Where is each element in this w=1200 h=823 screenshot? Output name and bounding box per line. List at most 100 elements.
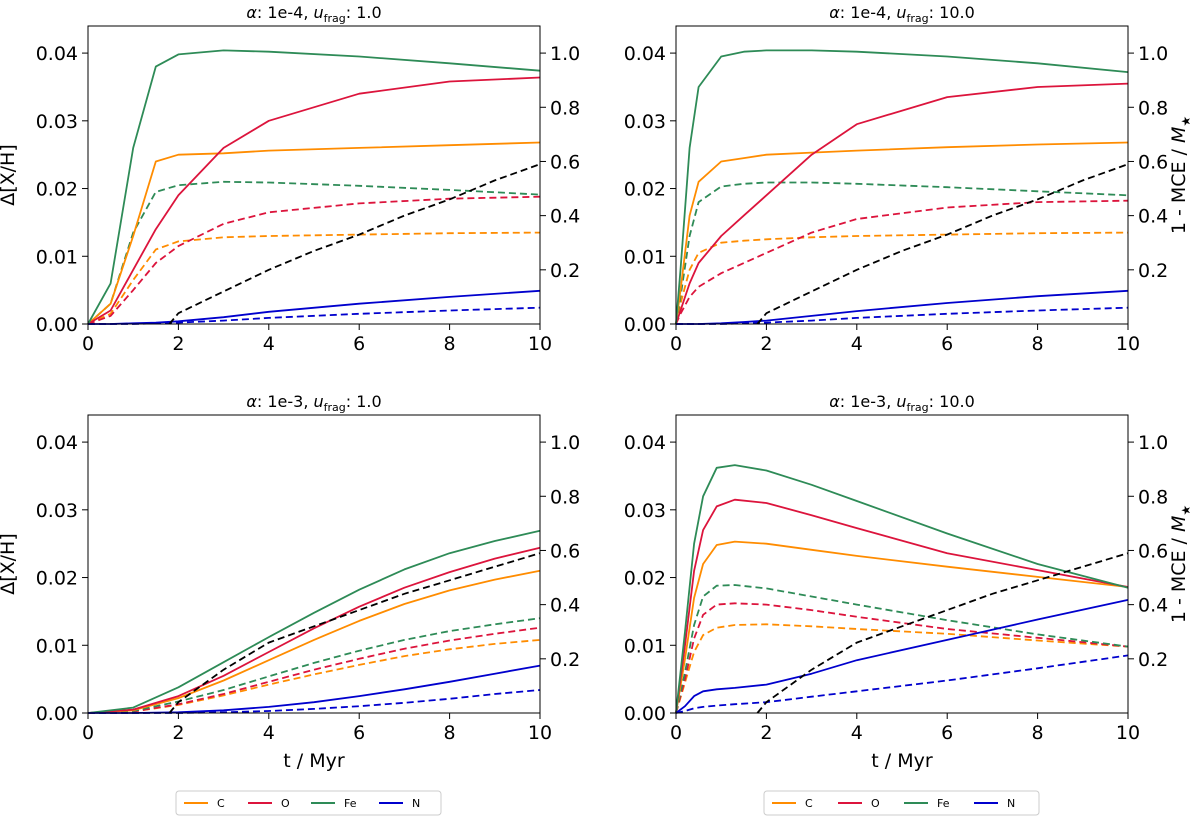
x-tick-label: 8 [1032, 722, 1044, 744]
legend-entry-o: O [248, 797, 290, 810]
x-axis-ticks: 0 2 4 6 8 10 [670, 713, 1140, 744]
svg-text:C: C [805, 797, 813, 810]
y-tick-label: 0.02 [36, 179, 78, 201]
x-tick-label: 4 [263, 333, 275, 355]
series-o-solid [675, 498, 1129, 714]
series-mce-dashed [756, 163, 1129, 325]
series-c-solid [675, 540, 1129, 714]
y-tick-label: 0.03 [624, 111, 666, 133]
y2-tick-label: 1.0 [1138, 432, 1168, 454]
x-tick-label: 6 [353, 722, 365, 744]
series-fe-dashed [87, 180, 541, 325]
series-c-dashed [675, 231, 1129, 325]
series-n-solid [88, 289, 541, 325]
x-tick-label: 4 [851, 333, 863, 355]
y-tick-label: 0.00 [624, 703, 666, 725]
legend-box [763, 790, 1040, 816]
curves [87, 529, 541, 714]
series-o-solid [87, 546, 541, 714]
y2-tick-label: 1.0 [1138, 43, 1168, 65]
y2-axis-ticks: 0.2 0.4 0.6 0.8 1.0 [1128, 432, 1168, 671]
y2-tick-label: 0.4 [550, 206, 580, 228]
svg-text:O: O [281, 797, 290, 810]
series-fe-dashed [87, 617, 541, 714]
series-c-dashed [675, 623, 1129, 714]
y2-axis-label: 1 - MCE / M★ [1168, 116, 1193, 234]
series-fe-solid [87, 49, 541, 325]
y2-tick-label: 0.2 [550, 260, 580, 282]
y2-tick-label: 0.4 [1138, 206, 1168, 228]
svg-text:N: N [412, 797, 420, 810]
series-o-solid [87, 76, 541, 325]
y-tick-label: 0.02 [624, 179, 666, 201]
y-tick-label: 0.01 [624, 635, 666, 657]
axes-frame [87, 25, 541, 325]
y-tick-label: 0.02 [36, 568, 78, 590]
legend-entry-fe: Fe [904, 797, 950, 810]
x-tick-label: 4 [263, 722, 275, 744]
x-axis-label: t / Myr [283, 750, 345, 772]
y-tick-label: 0.04 [624, 432, 666, 454]
series-fe-solid [675, 49, 1129, 325]
series-mce-dashed [168, 163, 541, 325]
y-tick-label: 0.01 [36, 635, 78, 657]
legend-right: C O Fe N [763, 790, 1040, 816]
y-axis-ticks: 0.00 0.01 0.02 0.03 0.04 [36, 43, 88, 336]
x-tick-label: 6 [353, 333, 365, 355]
panel-alpha-1e-3-ufrag-1: α: 1e-3, ufrag: 1.0 0 2 4 6 8 10 0.00 0.01 0.02… [0, 392, 580, 772]
svg-text:Fe: Fe [937, 797, 950, 810]
y2-tick-label: 0.2 [550, 649, 580, 671]
x-tick-label: 10 [1116, 333, 1140, 355]
x-axis-ticks: 0 2 4 6 8 10 [670, 324, 1140, 355]
x-tick-label: 2 [760, 333, 772, 355]
y2-axis-ticks: 0.2 0.4 0.6 0.8 1.0 [540, 43, 580, 282]
x-tick-label: 4 [851, 722, 863, 744]
panel-alpha-1e-3-ufrag-10: α: 1e-3, ufrag: 10.0 0 2 4 6 8 10 0.000.010.0… [624, 392, 1193, 772]
series-c-solid [87, 569, 541, 714]
series-o-dashed [675, 199, 1129, 325]
series-c-solid [87, 141, 541, 325]
x-tick-label: 2 [172, 722, 184, 744]
series-o-solid [675, 82, 1129, 325]
y2-tick-label: 0.4 [1138, 595, 1168, 617]
curves [675, 49, 1129, 325]
series-n-solid [676, 289, 1129, 325]
legend-entry-n: N [974, 797, 1015, 810]
series-fe-solid [675, 464, 1129, 714]
axes-frame [87, 414, 541, 714]
y2-tick-label: 0.6 [1138, 540, 1168, 562]
y2-tick-label: 0.6 [1138, 151, 1168, 173]
y2-tick-label: 0.8 [1138, 486, 1168, 508]
y2-tick-label: 0.2 [1138, 649, 1168, 671]
x-tick-label: 10 [528, 333, 552, 355]
x-tick-label: 6 [941, 333, 953, 355]
x-tick-label: 0 [670, 722, 682, 744]
series-n-dashed [88, 306, 541, 325]
y-tick-label: 0.04 [36, 432, 78, 454]
y-tick-label: 0.01 [36, 246, 78, 268]
y-axis-ticks: 0.00 0.01 0.02 0.03 0.04 [624, 43, 676, 336]
legend-box [175, 790, 442, 816]
series-c-dashed [87, 231, 541, 325]
x-axis-ticks: 0 2 4 6 8 10 [82, 324, 552, 355]
x-tick-label: 10 [1116, 722, 1140, 744]
series-fe-solid [87, 529, 541, 714]
y2-axis-ticks: 0.2 0.4 0.6 0.8 1.0 [540, 432, 580, 671]
legend-left: C O Fe N [175, 790, 442, 816]
svg-text:C: C [217, 797, 225, 810]
x-axis-ticks: 0 2 4 6 8 10 [82, 713, 552, 744]
legend-entry-c: C [772, 797, 813, 810]
panel-title: α: 1e-3, ufrag: 1.0 [246, 392, 381, 414]
y-axis-label: Δ[X/H] [0, 144, 19, 206]
legend-entry-n: N [379, 797, 420, 810]
y-tick-label: 0.03 [36, 500, 78, 522]
x-tick-label: 0 [82, 722, 94, 744]
series-o-dashed [675, 602, 1129, 714]
panel-alpha-1e-4-ufrag-10: α: 1e-4, ufrag: 10.0 0 2 4 6 8 10 0.000.010.0… [624, 3, 1193, 355]
y2-tick-label: 0.4 [550, 595, 580, 617]
y-axis-label: Δ[X/H] [0, 533, 19, 595]
series-o-dashed [87, 195, 541, 325]
y-tick-label: 0.04 [624, 43, 666, 65]
y-tick-label: 0.00 [624, 314, 666, 336]
y-tick-label: 0.01 [624, 246, 666, 268]
